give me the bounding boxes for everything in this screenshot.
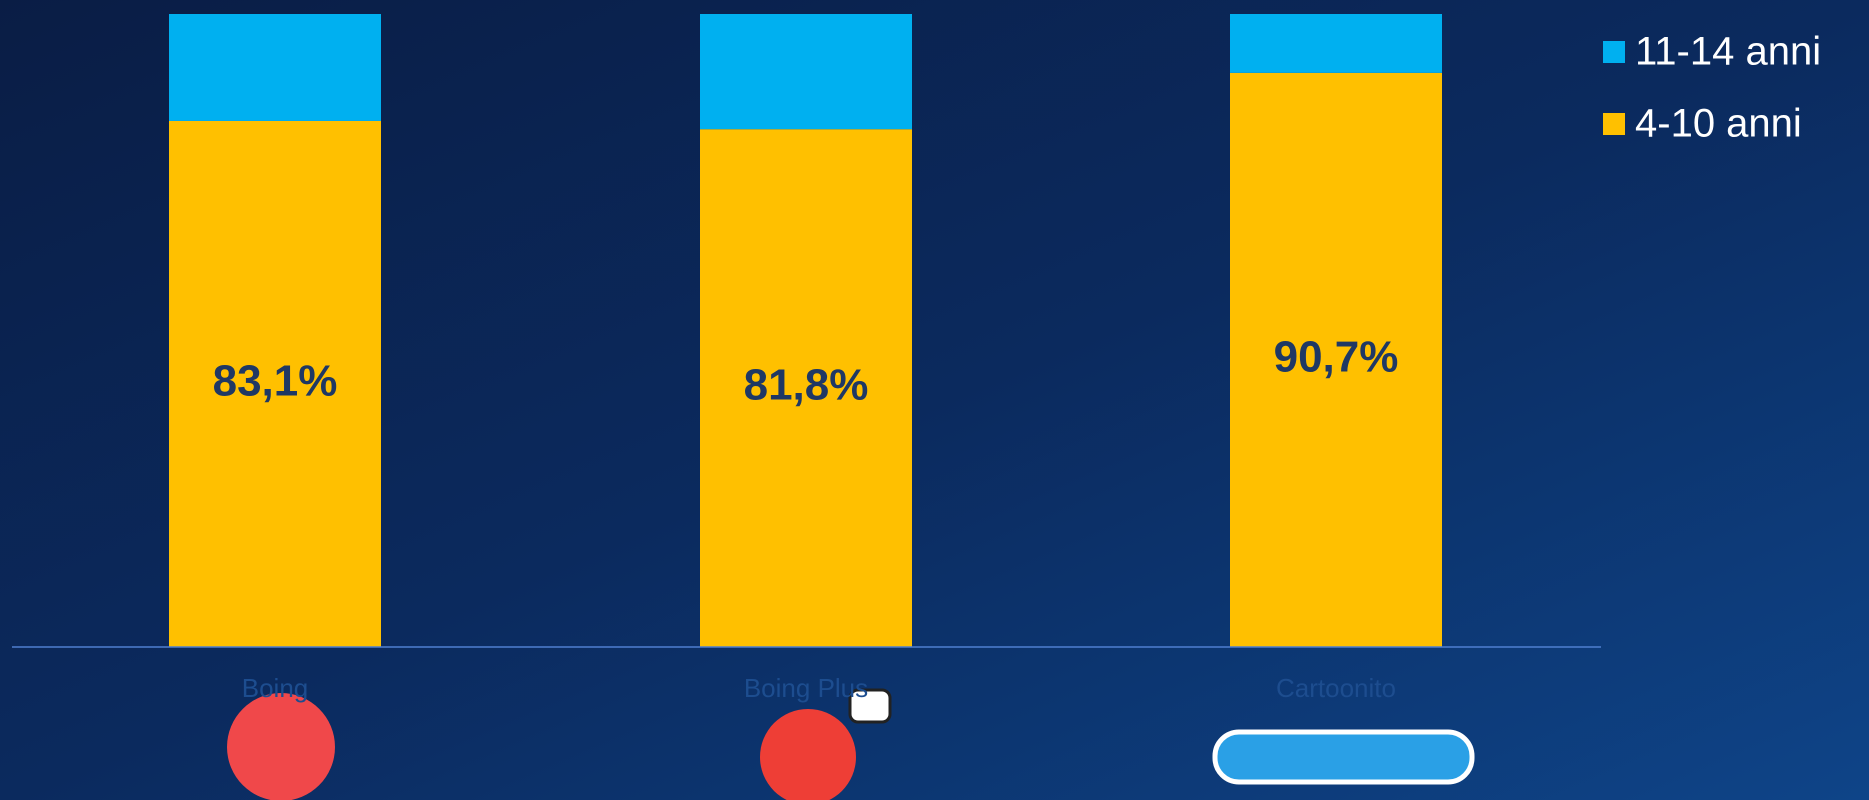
bar-segment: [169, 120, 381, 648]
bar-segment: [1230, 72, 1442, 647]
bar-segment: [1230, 14, 1442, 73]
legend-swatch: [1603, 41, 1625, 63]
legend-label: 11-14 anni: [1635, 30, 1821, 74]
data-label: 83,1%: [213, 357, 338, 406]
boing-logo: [227, 693, 335, 800]
legend-label: 4-10 anni: [1635, 102, 1802, 146]
boing-plus-logo: [760, 709, 856, 800]
x-tick-label: Boing Plus: [744, 673, 868, 703]
cartoonito-logo: [1212, 729, 1475, 785]
logos: [227, 688, 1475, 800]
bar-segment: [700, 14, 912, 130]
legend-swatch: [1603, 113, 1625, 135]
x-tick-label: Boing: [242, 673, 309, 703]
bar-segment: [169, 14, 381, 121]
plus-badge: [848, 688, 892, 724]
x-tick-label: Cartoonito: [1276, 673, 1396, 703]
data-label: 81,8%: [744, 361, 869, 410]
data-label: 90,7%: [1274, 333, 1399, 382]
bar-segment: [700, 129, 912, 647]
